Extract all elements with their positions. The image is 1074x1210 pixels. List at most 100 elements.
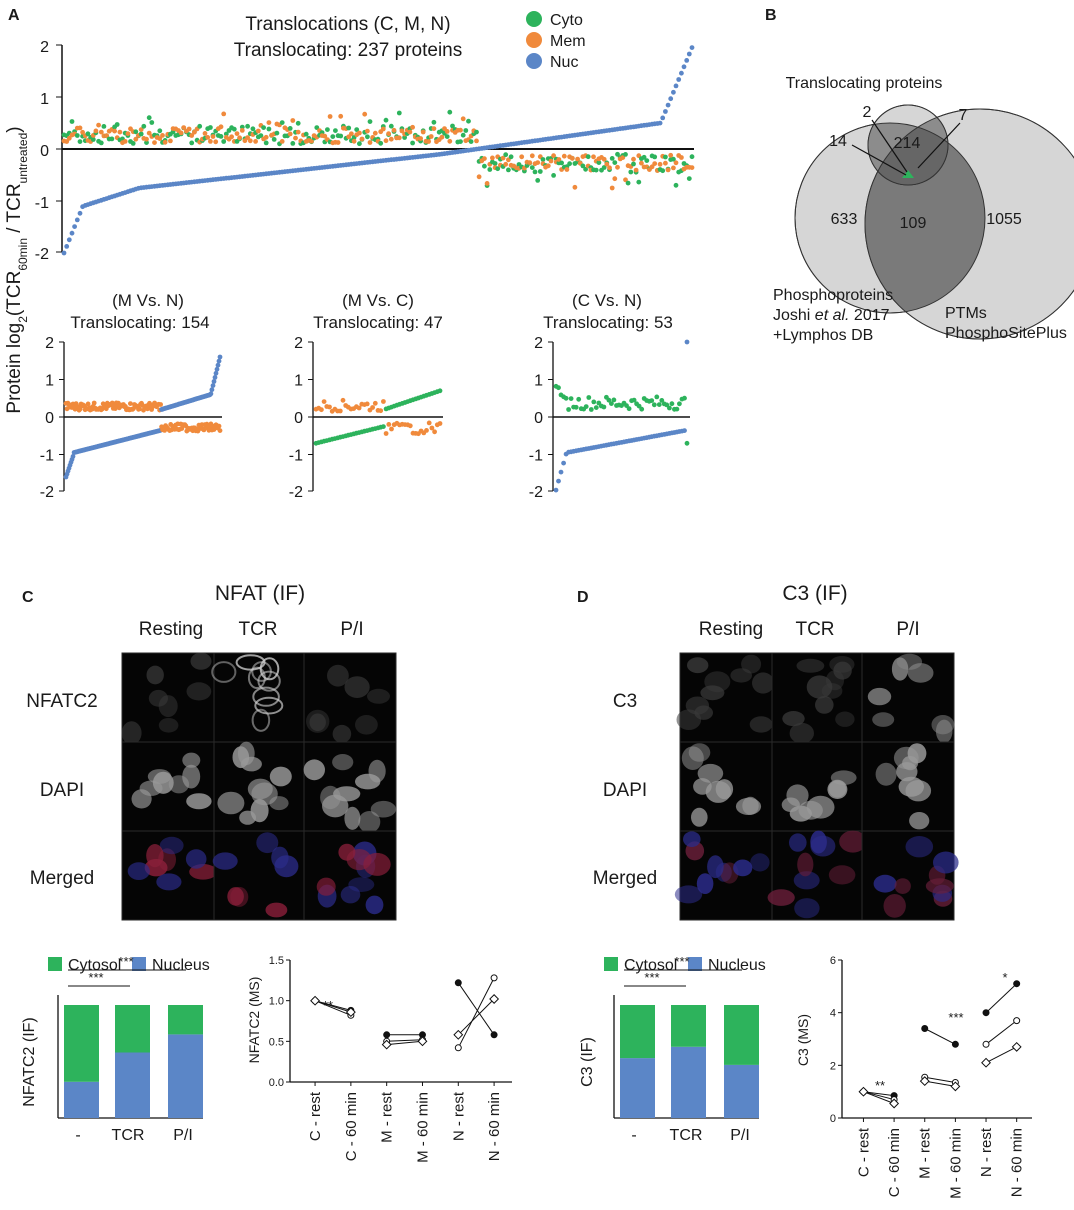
mem-point	[396, 135, 402, 141]
mem-point	[162, 139, 168, 145]
d-micrograph-grid	[674, 652, 959, 921]
mem-point	[217, 428, 223, 433]
cyto-point	[611, 397, 617, 403]
cyto-point	[223, 131, 229, 137]
cyto-point	[576, 396, 582, 402]
subplot-m-vs-n: (M Vs. N) Translocating: 154 2 1 0 -1 -2	[40, 291, 223, 501]
cell-blob	[891, 657, 909, 681]
nuc-point	[212, 375, 218, 380]
cell-blob	[168, 775, 190, 794]
panel-a-y-axis-label: Protein log2(TCR60min / TCRuntreated)	[4, 126, 30, 413]
mem-point	[639, 160, 644, 166]
nuc-point	[660, 115, 666, 121]
nuc-point	[657, 120, 663, 126]
bar-nucleus	[64, 1081, 99, 1118]
nuc-point	[553, 487, 559, 493]
nuc-point	[673, 83, 679, 89]
cell-blob	[873, 874, 897, 893]
subplot3-title2: Translocating: 53	[543, 313, 673, 332]
mem-point	[484, 181, 490, 186]
cell-blob	[691, 807, 708, 827]
mem-point	[604, 161, 610, 167]
mem-point	[564, 167, 570, 172]
mem-point	[671, 165, 676, 171]
cyto-point	[532, 169, 538, 175]
ms-pair-line	[314, 1000, 352, 1016]
cyto-point	[580, 163, 586, 169]
left-label-year: 2017	[849, 307, 889, 324]
mem-point	[245, 135, 251, 141]
mem-point	[607, 165, 612, 171]
mem-point	[362, 111, 368, 117]
cyto-point	[133, 129, 139, 135]
cyto-point	[686, 176, 692, 182]
mem-point	[319, 407, 324, 413]
ms-pair-line	[924, 1080, 956, 1087]
cell-blob	[893, 746, 919, 770]
cell-blob	[355, 715, 378, 735]
cyto-point	[537, 169, 543, 174]
cyto-point	[250, 126, 256, 132]
bar-cytosol	[168, 1005, 203, 1035]
cyto-point	[157, 128, 163, 134]
cyto-point	[559, 160, 564, 166]
cell-blob	[156, 873, 182, 891]
c-row-nfatc2: NFATC2	[26, 691, 97, 712]
cyto-point	[601, 404, 607, 410]
ylabel-sub-60: 60min	[16, 238, 30, 271]
cyto-point	[437, 388, 443, 394]
ms-point	[490, 1031, 498, 1039]
cell-blob	[907, 663, 934, 683]
cyto-point	[85, 131, 91, 137]
subplot-tick-label: 2	[45, 335, 54, 352]
cell-blob	[806, 795, 835, 819]
mem-point	[407, 423, 413, 429]
mem-point	[186, 126, 192, 132]
cyto-point	[503, 152, 509, 158]
subplot-c-vs-n: (C Vs. N) Translocating: 53 2 1 0 -1 -2	[529, 291, 690, 501]
cyto-point	[383, 117, 389, 123]
subplot-tick-label: 2	[534, 335, 543, 352]
cyto-point	[671, 156, 676, 162]
subplot-tick-label: 0	[294, 410, 303, 427]
nuc-point	[679, 70, 684, 76]
nuc-point	[681, 64, 687, 70]
ms-pair-line	[457, 977, 495, 1049]
cell-blob	[227, 887, 244, 906]
mem-point	[689, 165, 695, 171]
c-ms-sig: **	[323, 998, 333, 1013]
mem-point	[418, 136, 423, 141]
cyto-point	[639, 406, 645, 412]
ms-xcat-label: N - rest	[978, 1127, 995, 1177]
mem-point	[287, 131, 293, 137]
ms-pair-line	[924, 1028, 956, 1045]
subplot-tick-label: 1	[294, 373, 303, 390]
d-col-pi: P/I	[896, 619, 919, 640]
cell-blob	[707, 855, 724, 879]
mem-point	[458, 127, 463, 133]
mem-point	[389, 426, 394, 432]
nuc-point	[66, 237, 72, 243]
mem-point	[673, 160, 679, 166]
cyto-point	[495, 166, 501, 172]
ms-xcat-label: C - 60 min	[886, 1128, 903, 1197]
cyto-point	[535, 178, 541, 183]
ylabel-sub-untreated: untreated	[16, 133, 30, 184]
cell-blob	[829, 656, 855, 673]
nuc-point	[214, 366, 220, 372]
c-bar-cat-none: -	[75, 1127, 80, 1144]
cell-blob	[696, 873, 714, 894]
cell-blob	[247, 778, 273, 800]
venn-diagram	[794, 104, 1074, 340]
cyto-point	[468, 139, 474, 145]
subplot-tick-label: -2	[289, 484, 303, 501]
cyto-point	[114, 122, 120, 127]
cell-blob	[905, 836, 934, 858]
cell-blob	[789, 833, 807, 852]
subplot2-title1: (M Vs. C)	[342, 291, 414, 310]
ms-point	[417, 1036, 428, 1047]
nuc-point	[209, 387, 215, 393]
mem-point	[572, 184, 578, 190]
mem-point	[192, 129, 197, 135]
nuc-point	[211, 379, 217, 384]
